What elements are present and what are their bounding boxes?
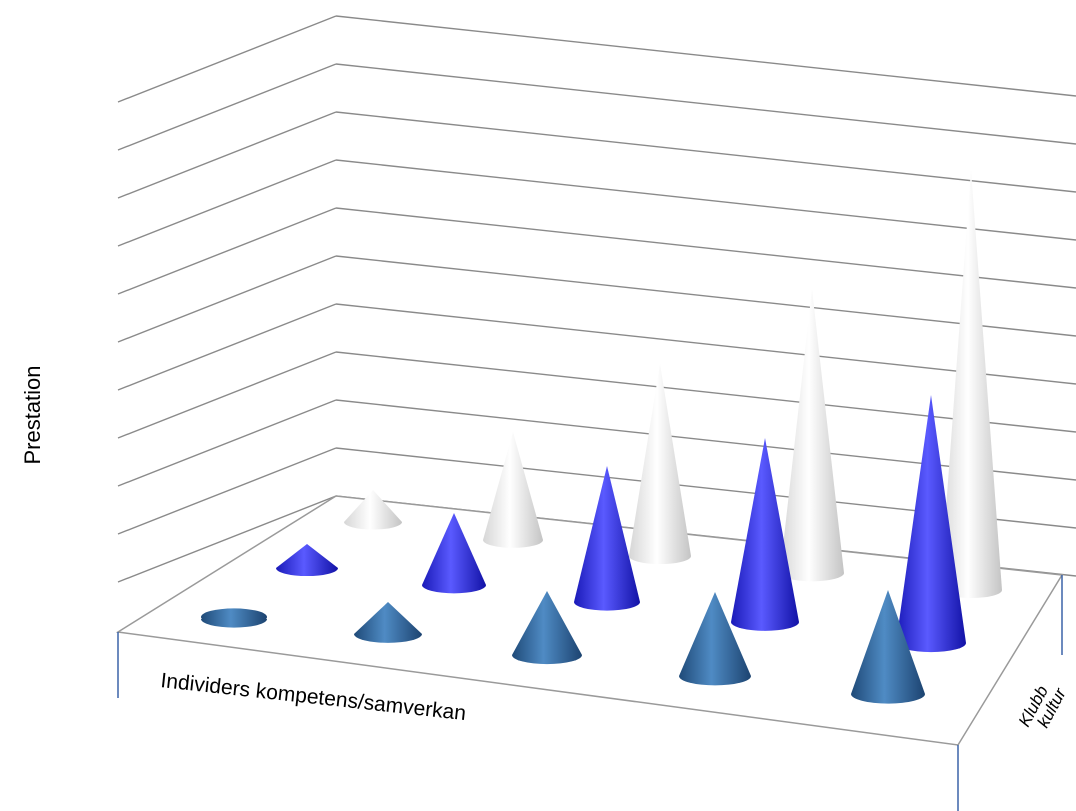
cone-series3-5 bbox=[940, 170, 1002, 599]
cone-series3-1 bbox=[344, 490, 402, 530]
gridline-back-wall bbox=[335, 303, 1076, 385]
cone-body bbox=[574, 466, 640, 611]
cone-body bbox=[344, 490, 402, 530]
cone-body bbox=[354, 602, 422, 643]
gridline-left-wall bbox=[117, 495, 337, 583]
gridline-left-wall bbox=[117, 447, 337, 535]
cone-body bbox=[483, 432, 543, 548]
gridline-back-wall bbox=[335, 63, 1076, 145]
gridline-back-wall bbox=[335, 255, 1076, 337]
gridline-left-wall bbox=[117, 207, 337, 295]
cone-series2-4 bbox=[731, 438, 799, 631]
cone-series1-5 bbox=[851, 590, 925, 704]
cone-series2-1 bbox=[276, 544, 338, 577]
y-axis-label: Prestation bbox=[20, 365, 45, 464]
cone-body bbox=[851, 590, 925, 704]
x-axis-label: Individers kompetens/samverkan bbox=[159, 669, 467, 725]
cone-series3-3 bbox=[629, 364, 691, 565]
cone-series2-5 bbox=[896, 395, 966, 653]
cone-body bbox=[780, 289, 844, 582]
cone-body bbox=[422, 513, 486, 594]
gridline-left-wall bbox=[117, 399, 337, 487]
gridline-back-wall bbox=[335, 207, 1076, 289]
gridline-left-wall bbox=[117, 111, 337, 199]
gridline-back-wall bbox=[335, 159, 1076, 241]
cone-body bbox=[679, 592, 751, 686]
cone-series1-4 bbox=[679, 592, 751, 686]
cone-top-face bbox=[201, 608, 267, 626]
gridline-left-wall bbox=[117, 15, 337, 103]
cone-series1-2 bbox=[354, 602, 422, 643]
depth-axis-label: Klubb kultur bbox=[1015, 683, 1071, 731]
cone-body bbox=[731, 438, 799, 631]
cone-series1-3 bbox=[512, 591, 582, 665]
cone-body bbox=[629, 364, 691, 565]
cone-series3-2 bbox=[483, 432, 543, 548]
gridline-back-wall bbox=[335, 15, 1076, 97]
gridline-left-wall bbox=[117, 159, 337, 247]
cone-body bbox=[512, 591, 582, 665]
cone-body bbox=[276, 544, 338, 577]
gridline-left-wall bbox=[117, 303, 337, 391]
gridline-left-wall bbox=[117, 63, 337, 151]
cone-body bbox=[896, 395, 966, 653]
cone-body bbox=[940, 170, 1002, 599]
cone-series2-3 bbox=[574, 466, 640, 611]
gridline-left-wall bbox=[117, 351, 337, 439]
cone-series3-4 bbox=[780, 289, 844, 582]
gridlines bbox=[117, 15, 1076, 583]
gridline-left-wall bbox=[117, 255, 337, 343]
cone-series1-1 bbox=[201, 608, 267, 628]
cone-series2-2 bbox=[422, 513, 486, 594]
cones bbox=[201, 170, 1002, 704]
gridline-back-wall bbox=[335, 111, 1076, 193]
